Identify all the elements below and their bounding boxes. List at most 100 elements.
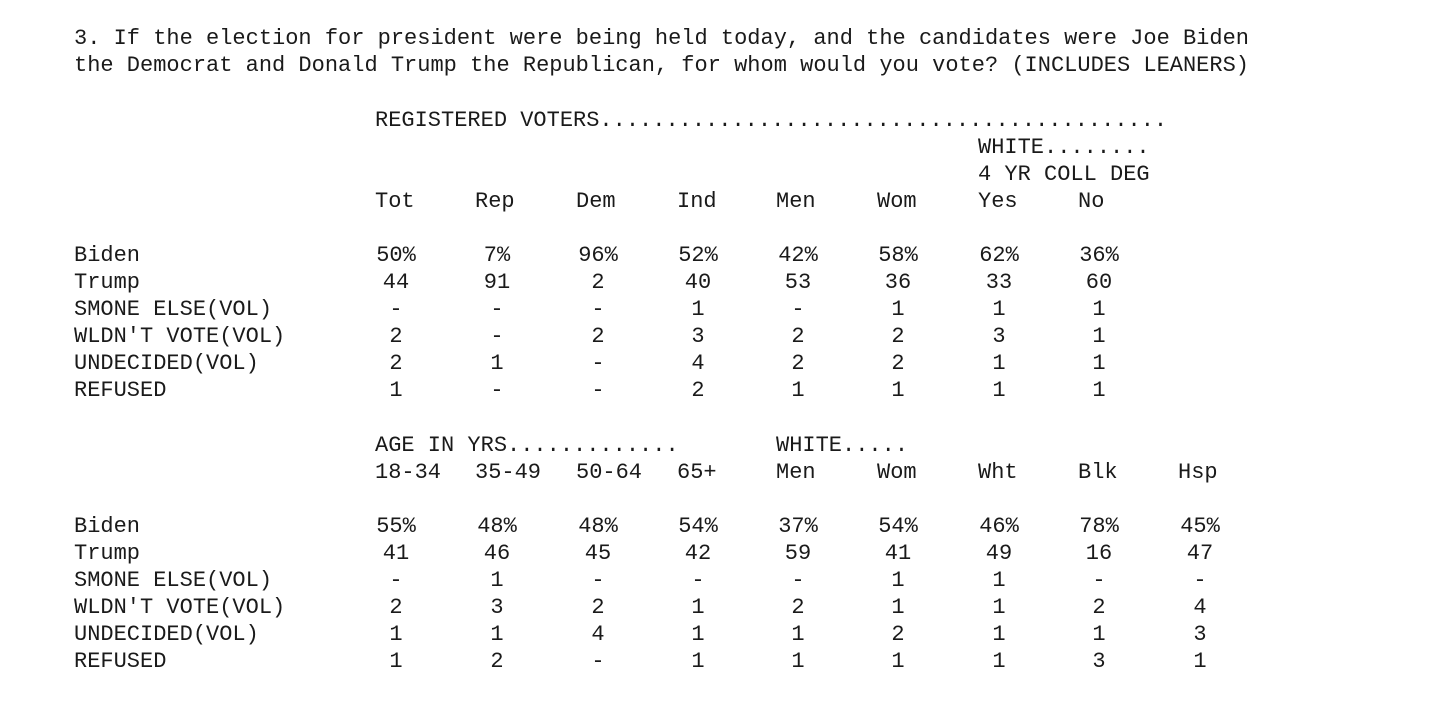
column-header: Men xyxy=(776,460,816,485)
table-cell: 3 xyxy=(1092,649,1106,674)
table-cell: 58% xyxy=(878,243,918,268)
table-cell: - xyxy=(791,568,805,593)
table-cell: 54% xyxy=(678,514,718,539)
table-cell: 2 xyxy=(591,324,605,349)
table-cell: 62% xyxy=(979,243,1019,268)
table-cell: - xyxy=(691,568,705,593)
white-header: WHITE........ xyxy=(978,135,1150,160)
column-header: Rep xyxy=(475,189,515,214)
row-label: SMONE ELSE(VOL) xyxy=(74,297,273,322)
table-cell: 47 xyxy=(1186,541,1214,566)
table-cell: - xyxy=(490,297,504,322)
table-cell: - xyxy=(591,649,605,674)
column-header: 65+ xyxy=(677,460,717,485)
column-header: Men xyxy=(776,189,816,214)
table-cell: 2 xyxy=(791,351,805,376)
white-header: WHITE..... xyxy=(776,433,909,458)
table-cell: 42 xyxy=(684,541,712,566)
table-cell: 59 xyxy=(784,541,812,566)
table-cell: 2 xyxy=(891,622,905,647)
table-cell: - xyxy=(1193,568,1207,593)
table-cell: - xyxy=(791,297,805,322)
table-cell: 1 xyxy=(389,378,403,403)
table-cell: 33 xyxy=(985,270,1013,295)
row-label: Biden xyxy=(74,243,141,268)
table-cell: 3 xyxy=(691,324,705,349)
table-cell: 2 xyxy=(1092,595,1106,620)
table-cell: 91 xyxy=(483,270,511,295)
table-cell: 1 xyxy=(891,378,905,403)
column-header: Blk xyxy=(1078,460,1118,485)
table-cell: 2 xyxy=(591,270,605,295)
table-cell: 1 xyxy=(891,568,905,593)
table-cell: 1 xyxy=(1092,324,1106,349)
column-header: Ind xyxy=(677,189,717,214)
table-cell: - xyxy=(490,378,504,403)
table-cell: 3 xyxy=(1193,622,1207,647)
table-cell: - xyxy=(490,324,504,349)
table-cell: 1 xyxy=(691,622,705,647)
table-cell: 1 xyxy=(891,595,905,620)
table-cell: 1 xyxy=(1092,378,1106,403)
column-header: 50-64 xyxy=(576,460,643,485)
table-cell: 1 xyxy=(791,649,805,674)
table-cell: - xyxy=(591,568,605,593)
table-cell: 54% xyxy=(878,514,918,539)
row-label: SMONE ELSE(VOL) xyxy=(74,568,273,593)
table-cell: 96% xyxy=(578,243,618,268)
row-label: UNDECIDED(VOL) xyxy=(74,622,259,647)
column-header: Dem xyxy=(576,189,616,214)
row-label: Biden xyxy=(74,514,141,539)
table-cell: 44 xyxy=(382,270,410,295)
table-cell: 49 xyxy=(985,541,1013,566)
table-cell: 41 xyxy=(382,541,410,566)
table-cell: 16 xyxy=(1085,541,1113,566)
table-cell: 36 xyxy=(884,270,912,295)
table-cell: 1 xyxy=(490,568,504,593)
column-header: Yes xyxy=(978,189,1018,214)
table-cell: 1 xyxy=(1193,649,1207,674)
table-cell: 1 xyxy=(992,351,1006,376)
table-cell: 2 xyxy=(389,324,403,349)
question-line-2: the Democrat and Donald Trump the Republ… xyxy=(74,53,1249,78)
table-cell: 2 xyxy=(791,595,805,620)
table-cell: 45% xyxy=(1180,514,1220,539)
row-label: UNDECIDED(VOL) xyxy=(74,351,259,376)
table-cell: 46% xyxy=(979,514,1019,539)
age-header: AGE IN YRS............. xyxy=(375,433,679,458)
table-cell: 55% xyxy=(376,514,416,539)
row-label: Trump xyxy=(74,270,141,295)
row-label: REFUSED xyxy=(74,378,167,403)
table-cell: 1 xyxy=(992,595,1006,620)
table-cell: 53 xyxy=(784,270,812,295)
table-cell: 2 xyxy=(591,595,605,620)
row-label: REFUSED xyxy=(74,649,167,674)
table-cell: 1 xyxy=(992,378,1006,403)
table-cell: 52% xyxy=(678,243,718,268)
column-header: Wom xyxy=(877,189,917,214)
table-cell: 37% xyxy=(778,514,818,539)
group-header: REGISTERED VOTERS.......................… xyxy=(375,108,1168,133)
question-line-1: 3. If the election for president were be… xyxy=(74,26,1249,51)
table-cell: 1 xyxy=(992,649,1006,674)
table-cell: 4 xyxy=(591,622,605,647)
table-cell: 1 xyxy=(791,378,805,403)
table-cell: - xyxy=(591,378,605,403)
table-cell: 4 xyxy=(1193,595,1207,620)
table-cell: 1 xyxy=(1092,351,1106,376)
table-cell: 3 xyxy=(992,324,1006,349)
coll-deg-header: 4 YR COLL DEG xyxy=(978,162,1150,187)
table-cell: 1 xyxy=(389,649,403,674)
table-cell: 2 xyxy=(389,595,403,620)
table-cell: 78% xyxy=(1079,514,1119,539)
table-cell: 2 xyxy=(691,378,705,403)
table-cell: 2 xyxy=(891,351,905,376)
column-header: Wom xyxy=(877,460,917,485)
table-cell: 1 xyxy=(490,622,504,647)
table-cell: 1 xyxy=(891,297,905,322)
table-cell: 1 xyxy=(992,622,1006,647)
table-cell: 2 xyxy=(791,324,805,349)
table-cell: 1 xyxy=(992,568,1006,593)
column-header: Tot xyxy=(375,189,415,214)
table-cell: - xyxy=(389,297,403,322)
